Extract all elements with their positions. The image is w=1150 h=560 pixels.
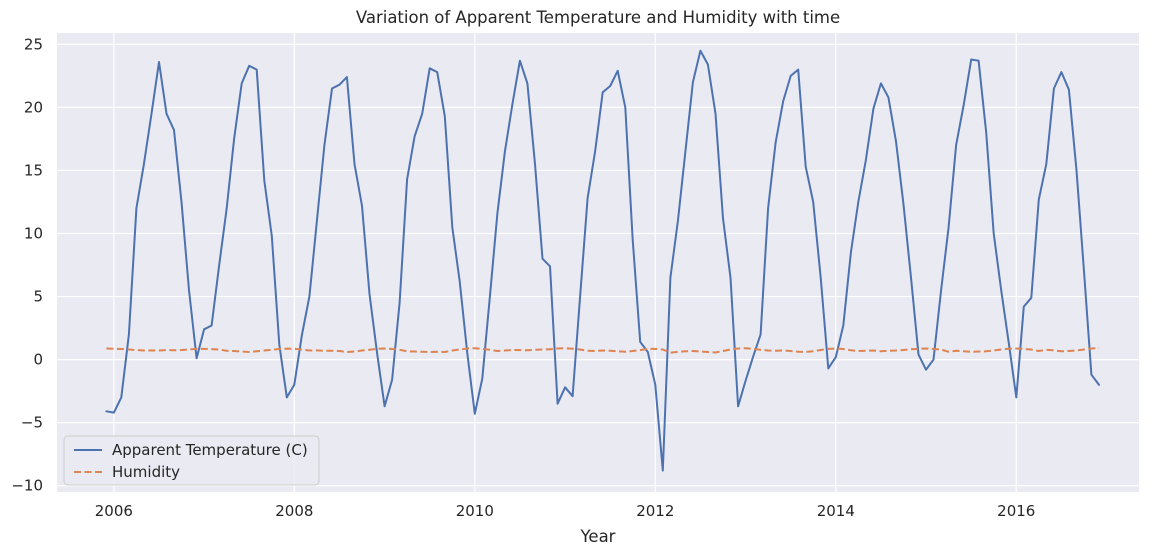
y-tick-label: 25 <box>24 35 43 53</box>
y-tick-label: 20 <box>24 98 43 116</box>
x-tick-label: 2010 <box>456 502 494 520</box>
legend-label-humidity: Humidity <box>112 463 180 481</box>
grid-lines <box>57 33 1139 492</box>
x-tick-label: 2014 <box>817 502 855 520</box>
x-axis-title: Year <box>580 527 616 546</box>
x-tick-label: 2016 <box>997 502 1035 520</box>
series-lines <box>105 49 1100 472</box>
y-tick-label: 10 <box>24 224 43 242</box>
y-tick-label: −10 <box>11 477 43 495</box>
y-tick-label: 0 <box>33 351 43 369</box>
chart-title: Variation of Apparent Temperature and Hu… <box>356 8 840 27</box>
series-line-apparent-temperature <box>105 49 1100 472</box>
y-tick-label: 15 <box>24 161 43 179</box>
legend-frame <box>63 435 320 486</box>
x-tick-labels: 2006 2008 2010 2012 2014 2016 <box>95 502 1036 520</box>
x-tick-label: 2008 <box>275 502 313 520</box>
x-tick-label: 2012 <box>636 502 674 520</box>
y-tick-labels: −10 −5 0 5 10 15 20 25 <box>11 35 43 494</box>
series-line-humidity <box>106 347 1100 354</box>
y-tick-label: 5 <box>33 288 43 306</box>
legend: Apparent Temperature (C) Humidity <box>63 435 320 486</box>
legend-label-apparent-temperature: Apparent Temperature (C) <box>112 441 308 459</box>
y-tick-label: −5 <box>21 414 43 432</box>
x-tick-label: 2006 <box>95 502 133 520</box>
